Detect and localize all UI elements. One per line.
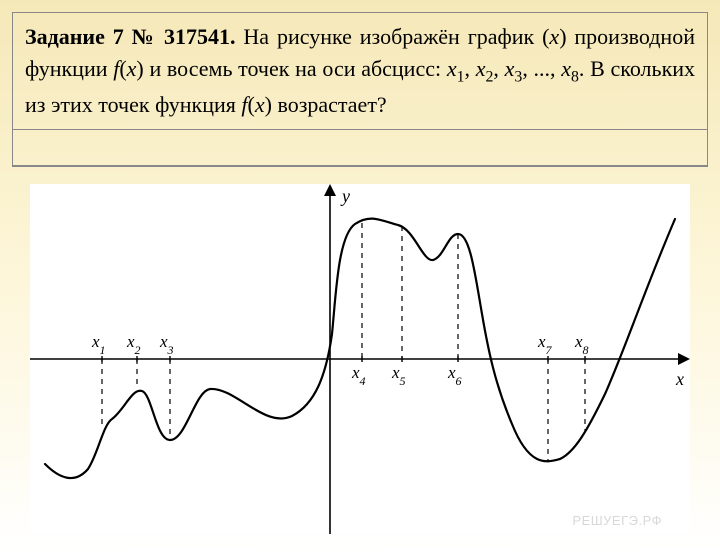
graph-container: x y x1 x2 x3 x4 x5 x6 x7 x8	[30, 184, 690, 534]
watermark: РЕШУЕГЭ.РФ	[572, 513, 662, 528]
svg-text:x6: x6	[447, 363, 462, 388]
svg-text:x3: x3	[159, 332, 174, 357]
task-number: Задание 7 № 317541.	[25, 24, 236, 49]
svg-text:y: y	[340, 186, 350, 206]
svg-text:x7: x7	[537, 332, 553, 357]
svg-text:x5: x5	[391, 363, 406, 388]
problem-text: Задание 7 № 317541. На рисунке изображён…	[13, 13, 707, 130]
derivative-graph: x y x1 x2 x3 x4 x5 x6 x7 x8	[30, 184, 690, 534]
svg-text:x1: x1	[91, 332, 106, 357]
svg-text:x2: x2	[126, 332, 141, 357]
svg-text:x8: x8	[574, 332, 589, 357]
svg-text:x4: x4	[351, 363, 366, 388]
problem-card: Задание 7 № 317541. На рисунке изображён…	[12, 12, 708, 167]
spacer-row	[13, 130, 707, 166]
svg-text:x: x	[675, 369, 684, 389]
